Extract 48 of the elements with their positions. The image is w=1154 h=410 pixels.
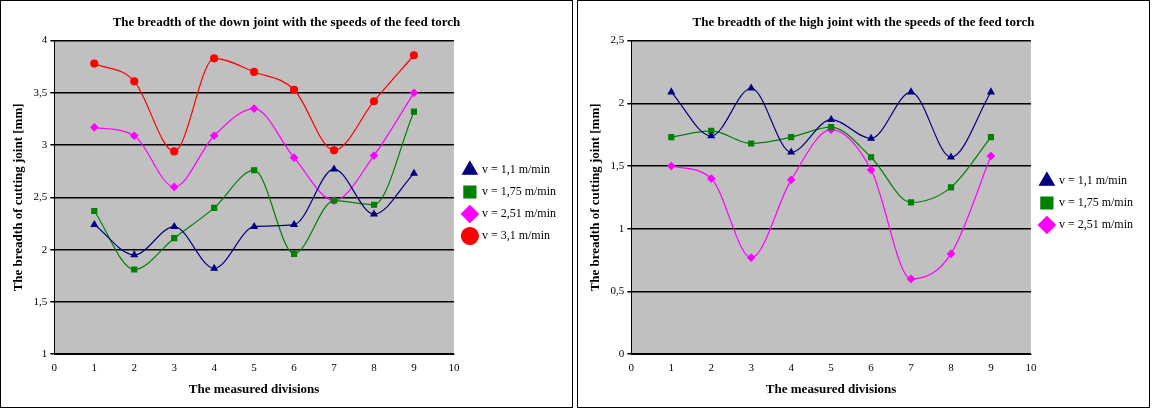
x-tick-label: 2 [131, 360, 138, 373]
x-tick-label: 4 [211, 360, 218, 373]
legend-label: v = 3,1 m/min [481, 228, 551, 243]
x-tick-label: 7 [331, 360, 338, 373]
x-tick-label: 0 [51, 360, 58, 373]
y-tick-label: 1,5 [610, 158, 625, 171]
x-tick-label: 9 [411, 360, 418, 373]
y-tick-label: 1,5 [33, 294, 48, 307]
y-axis-title: The breadth of cutting joint [mm] [10, 103, 26, 292]
x-tick-label: 3 [171, 360, 178, 373]
chart-title: The breadth of the high joint with the speeds of the feed torch [692, 14, 1036, 30]
legend-label: v = 1,75 m/min [1058, 195, 1134, 210]
x-tick-label: 0 [628, 360, 635, 373]
y-tick-label: 1 [41, 347, 48, 360]
y-tick-label: 1 [618, 221, 625, 234]
legend-label: v = 1,1 m/min [481, 162, 551, 177]
x-tick-label: 5 [251, 360, 258, 373]
x-tick-label: 2 [708, 360, 715, 373]
legend-label: v = 1,75 m/min [481, 184, 557, 199]
chart-title: The breadth of the down joint with the speeds of the feed torch [112, 14, 462, 30]
x-axis-title: The measured divisions [765, 380, 897, 396]
legend-label: v = 2,51 m/min [1058, 217, 1134, 232]
legend-label: v = 1,1 m/min [1058, 173, 1128, 188]
y-tick-label: 0 [618, 347, 625, 360]
legend-label: v = 2,51 m/min [481, 206, 557, 221]
x-tick-label: 10 [1025, 360, 1037, 373]
y-tick-label: 2 [41, 242, 48, 255]
y-tick-label: 4 [41, 33, 48, 46]
y-tick-label: 2,5 [610, 33, 625, 46]
y-tick-label: 3 [41, 138, 48, 151]
x-tick-label: 9 [988, 360, 995, 373]
x-tick-label: 5 [828, 360, 835, 373]
x-tick-label: 6 [291, 360, 298, 373]
x-axis-title: The measured divisions [188, 380, 320, 396]
x-tick-label: 1 [668, 360, 675, 373]
y-tick-label: 0,5 [610, 284, 625, 297]
y-tick-label: 2 [618, 96, 625, 109]
x-tick-label: 8 [371, 360, 378, 373]
x-tick-label: 6 [868, 360, 875, 373]
x-tick-label: 10 [448, 360, 460, 373]
y-tick-label: 2,5 [33, 190, 48, 203]
y-tick-label: 3,5 [33, 85, 48, 98]
x-tick-label: 7 [908, 360, 915, 373]
x-tick-label: 3 [748, 360, 755, 373]
y-axis-title: The breadth of cutting joint [mm] [587, 103, 603, 292]
x-tick-label: 1 [91, 360, 98, 373]
x-tick-label: 8 [948, 360, 955, 373]
x-tick-label: 4 [788, 360, 795, 373]
